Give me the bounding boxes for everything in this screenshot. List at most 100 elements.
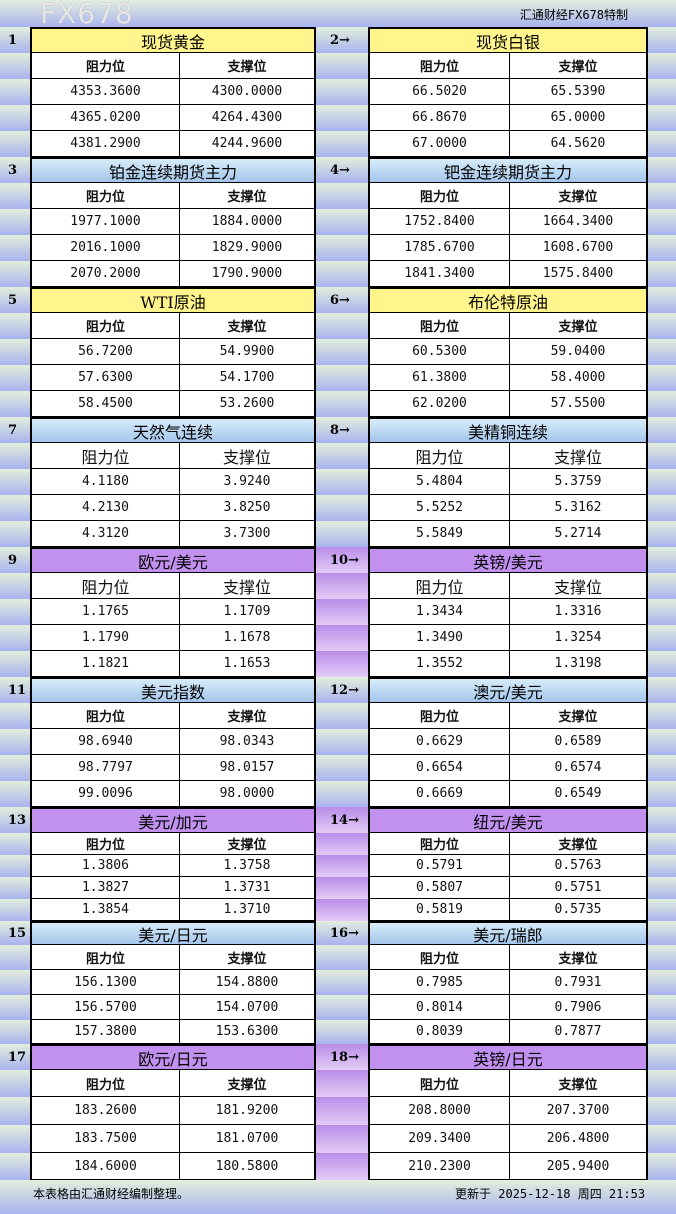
left-table-segment: 2016.1000 1829.9000 [30,235,316,261]
support-value: 65.5390 [509,79,646,104]
spacer [316,131,368,157]
spacer [648,79,676,105]
support-value: 153.6300 [178,1020,314,1043]
left-table-segment: 美元/加元 [30,807,316,833]
support-value: 1.3731 [178,877,314,898]
right-table-segment: 1.3490 1.3254 [368,625,648,651]
spacer [648,1097,676,1125]
resistance-value: 67.0000 [370,131,509,156]
support-header: 支撑位 [178,1070,314,1096]
resistance-value: 156.1300 [32,970,179,994]
block-row: 阻力位 支撑位 阻力位 支撑位 [0,313,676,339]
block-row: 99.0096 98.0000 0.6669 0.6549 [0,781,676,807]
spacer [0,1153,30,1180]
spacer [316,391,368,417]
support-header: 支撑位 [509,573,646,598]
support-value: 53.2600 [178,391,314,416]
spacer [648,781,676,807]
left-table-segment: 183.7500 181.0700 [30,1125,316,1153]
spacer [0,703,30,729]
resistance-value: 2016.1000 [32,235,179,260]
spacer [316,339,368,365]
spacer [648,209,676,235]
spacer [316,599,368,625]
resistance-value: 1.3827 [32,877,179,898]
resistance-header: 阻力位 [32,573,179,598]
support-header: 支撑位 [178,183,314,208]
block-row: 4.2130 3.8250 5.5252 5.3162 [0,495,676,521]
right-table-segment: 210.2300 205.9400 [368,1153,648,1180]
spacer [648,287,676,313]
block-number: 6→ [330,292,350,308]
resistance-header: 阻力位 [370,573,509,598]
right-table-segment: 61.3800 58.4000 [368,365,648,391]
right-table-segment: 1752.8400 1664.3400 [368,209,648,235]
resistance-value: 60.5300 [370,339,509,364]
resistance-header: 阻力位 [370,833,509,854]
instrument-title: 澳元/美元 [370,677,646,702]
block-number: 8→ [330,422,350,438]
resistance-value: 1785.6700 [370,235,509,260]
spacer [648,970,676,995]
support-header: 支撑位 [509,53,646,78]
right-table-segment: 60.5300 59.0400 [368,339,648,365]
block-row: 1.1790 1.1678 1.3490 1.3254 [0,625,676,651]
right-table-segment: 1.3434 1.3316 [368,599,648,625]
spacer [648,1070,676,1097]
resistance-value: 66.8670 [370,105,509,130]
resistance-value: 98.6940 [32,729,179,754]
support-value: 1884.0000 [178,209,314,234]
support-value: 1.1678 [178,625,314,650]
support-value: 3.8250 [178,495,314,520]
resistance-value: 5.5252 [370,495,509,520]
instrument-title: 美元指数 [32,677,314,702]
block-row: 1.1821 1.1653 1.3552 1.3198 [0,651,676,677]
resistance-header: 阻力位 [32,703,179,728]
block-header-row: 13 美元/加元 14→ 纽元/美元 [0,807,676,833]
spacer [0,183,30,209]
block-row: 156.1300 154.8800 0.7985 0.7931 [0,970,676,995]
instrument-title: 欧元/美元 [32,547,314,572]
spacer [0,729,30,755]
resistance-value: 1.3854 [32,899,179,920]
right-table-segment: 0.5819 0.5735 [368,899,648,921]
spacer [648,495,676,521]
resistance-header: 阻力位 [32,833,179,854]
right-table-segment: 5.4804 5.3759 [368,469,648,495]
support-value: 0.7931 [509,970,646,994]
resistance-value: 0.5807 [370,877,509,898]
left-table-segment: 1.3827 1.3731 [30,877,316,899]
spacer [648,365,676,391]
support-value: 0.5763 [509,855,646,876]
support-header: 支撑位 [509,183,646,208]
spacer [0,339,30,365]
instrument-title: 美精铜连续 [370,417,646,442]
block-number: 14→ [316,807,368,833]
right-table-segment: 阻力位 支撑位 [368,313,648,339]
support-value: 206.4800 [509,1125,646,1152]
block-row: 1.3827 1.3731 0.5807 0.5751 [0,877,676,899]
spacer [0,877,30,899]
left-table-segment: 1977.1000 1884.0000 [30,209,316,235]
support-value: 59.0400 [509,339,646,364]
block-header-row: 15 美元/日元 16→ 美元/瑞郎 [0,921,676,945]
left-table-segment: 1.3806 1.3758 [30,855,316,877]
support-value: 4300.0000 [178,79,314,104]
right-table-segment: 英镑/日元 [368,1044,648,1070]
spacer [648,877,676,899]
spacer [648,1020,676,1044]
left-table-segment: 美元指数 [30,677,316,703]
spacer [648,703,676,729]
support-value: 54.9900 [178,339,314,364]
left-table-segment: 156.1300 154.8800 [30,970,316,995]
support-value: 207.3700 [509,1097,646,1124]
support-value: 3.9240 [178,469,314,494]
right-table-segment: 阻力位 支撑位 [368,833,648,855]
block-row: 阻力位 支撑位 阻力位 支撑位 [0,833,676,855]
right-table-segment: 阻力位 支撑位 [368,443,648,469]
spacer [648,755,676,781]
right-table-segment: 0.5791 0.5763 [368,855,648,877]
support-value: 0.5735 [509,899,646,920]
block-number: 18→ [316,1044,368,1070]
resistance-value: 157.3800 [32,1020,179,1043]
